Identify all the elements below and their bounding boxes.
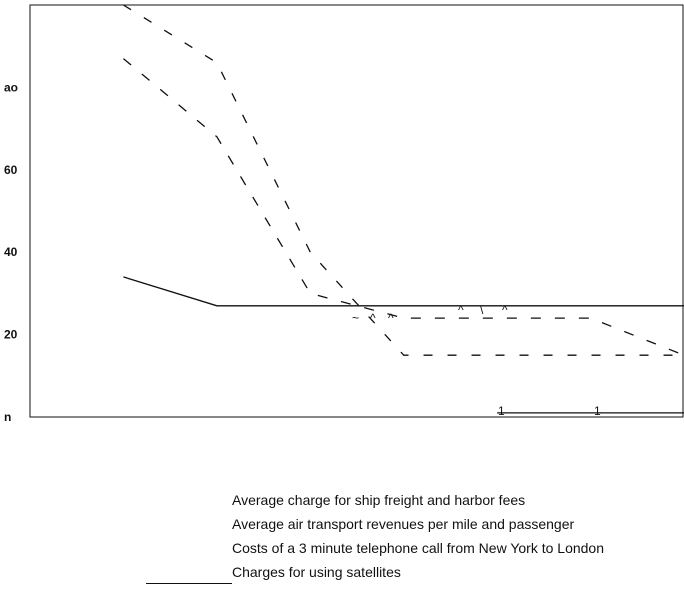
chart-axes [29,4,684,418]
air-row-glyph: \ [480,303,484,317]
series-air-transport [122,58,684,356]
y-axis-ticks: n 20 40 60 ao [4,80,18,424]
plot-frame [29,4,684,418]
series-ship-freight [123,276,684,307]
series-layer [122,4,684,414]
legend-item-air-transport: Average air transport revenues per mile … [232,516,575,532]
series-ship-freight-line [123,276,684,307]
y-tick-label: n [4,410,11,424]
legend-swatch-satellites [146,583,232,584]
legend-item-telephone-call: Costs of a 3 minute telephone call from … [232,540,604,556]
series-air-transport-line [122,58,684,356]
y-tick-label: ao [4,80,18,94]
y-tick-label: 40 [4,245,18,259]
freight-row-glyph: ~ [352,311,359,325]
freight-row-glyph: ^ [388,311,394,325]
y-tick-label: 20 [4,328,18,342]
legend-item-ship-freight: Average charge for ship freight and harb… [232,492,526,508]
air-row-glyph: ^ [502,303,508,317]
air-row-glyph: ^ [458,303,464,317]
stray-glyphs: ~ ^ ^ ^ \ ^ 1 1 [352,303,601,418]
y-tick-label: 60 [4,163,18,177]
satellite-row-glyph: 1 [498,404,505,418]
legend-item-satellites: Charges for using satellites [232,564,401,580]
satellite-row-glyph: 1 [594,404,601,418]
chart-legend: Average charge for ship freight and harb… [146,488,604,584]
freight-row-glyph: ^ [370,311,376,325]
